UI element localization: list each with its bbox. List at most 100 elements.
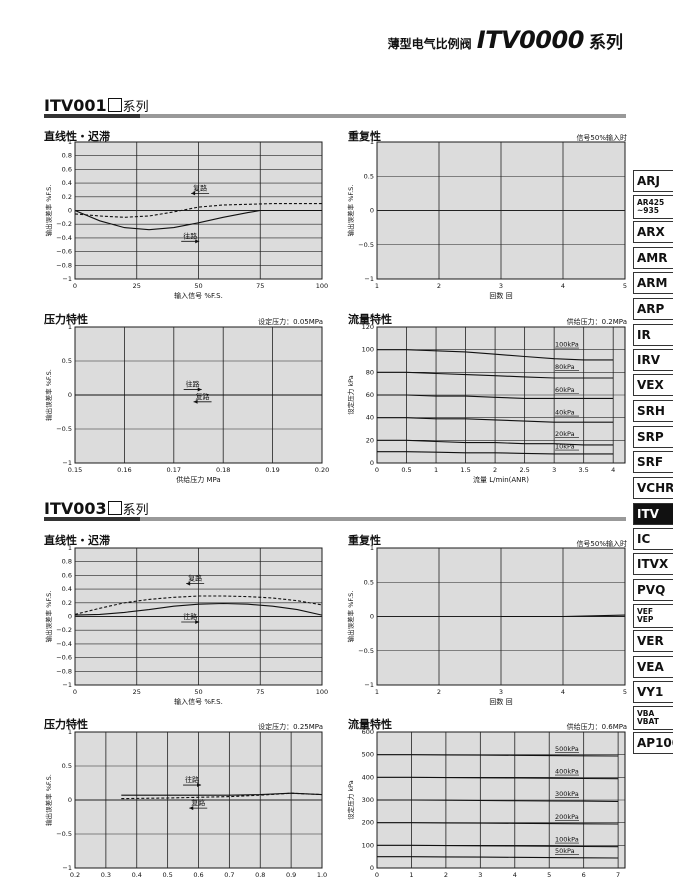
tab-amr[interactable]: AMR [633,247,673,269]
x-tick-label: 50 [194,688,202,696]
x-tick-label: 3 [478,871,482,879]
tab-vy1[interactable]: VY1 [633,681,673,703]
x-tick-label: 1 [375,282,379,290]
x-tick-label: 100 [316,688,328,696]
x-tick-label: 0.20 [315,466,329,474]
chart-condition: 供给压力：0.6MPa [566,723,627,731]
y-tick-label: 0.6 [62,165,72,173]
tab-arp[interactable]: ARP [633,298,673,320]
y-tick-label: −1 [62,681,72,689]
x-tick-label: 5 [623,282,627,290]
y-tick-label: −1 [62,275,72,283]
series-line [377,439,614,446]
tab-arm[interactable]: ARM [633,272,673,294]
annotation-label: 复路 [188,574,202,583]
x-tick-label: 25 [133,282,141,290]
tab-ver[interactable]: VER [633,630,673,652]
tab-srp[interactable]: SRP [633,426,673,448]
series-line [377,844,619,848]
y-tick-label: 0.8 [62,558,72,566]
x-tick-label: 3 [552,466,556,474]
chart-condition: 供给压力：0.2MPa [566,318,627,326]
tab-vchr[interactable]: VCHR [633,477,673,499]
chart-condition: 信号50%输入时 [576,134,627,142]
y-tick-label: 0.5 [62,357,72,365]
y-tick-label: 0 [68,796,72,804]
x-tick-label: 6 [582,871,586,879]
tab-itv[interactable]: ITV [633,503,673,525]
x-tick-label: 0 [73,688,77,696]
y-tick-label: 40 [366,414,374,422]
tab-ic[interactable]: IC [633,528,673,550]
x-axis-label: 回数 回 [489,697,512,706]
chart-condition: 信号50%输入时 [576,540,627,548]
arrow-head-icon [195,619,200,624]
x-tick-label: 0 [73,282,77,290]
x-tick-label: 0.5 [162,871,172,879]
tab-vba[interactable]: VBA VBAT [633,706,673,730]
series-line [121,792,323,796]
y-tick-label: −1 [364,275,374,283]
tab-vef[interactable]: VEF VEP [633,604,673,628]
y-tick-label: −0.8 [56,261,72,269]
blank-box-icon [107,98,122,112]
annotation-label: 往路 [183,231,197,240]
x-axis-label: 输入信号 %F.S. [174,291,223,300]
y-tick-label: 0 [68,207,72,215]
x-tick-label: 4 [513,871,517,879]
line-label: 300kPa [555,790,579,798]
chart-title: 重复性 [348,130,381,143]
y-tick-label: −1 [364,681,374,689]
x-tick-label: 7 [616,871,620,879]
tab-arj[interactable]: ARJ [633,170,673,192]
tab-vea[interactable]: VEA [633,656,673,678]
line-label: 60kPa [555,386,575,394]
x-tick-label: 0.9 [286,871,296,879]
tab-itvx[interactable]: ITVX [633,553,673,575]
y-tick-label: 1 [68,138,72,146]
x-tick-label: 0.15 [68,466,82,474]
y-tick-label: 0.5 [364,172,374,180]
line-label: 40kPa [555,409,575,417]
y-tick-label: 200 [362,819,374,827]
x-tick-label: 75 [256,282,264,290]
x-tick-label: 0.17 [167,466,181,474]
annotation-label: 往路 [186,380,200,389]
x-tick-label: 0.16 [117,466,131,474]
y-axis-label: 输出误差率 %F.S. [346,185,355,237]
tab-ir[interactable]: IR [633,324,673,346]
chart-title: 直线性・迟滞 [44,130,110,143]
section-rule-accent [44,114,140,118]
y-tick-label: 0.4 [62,179,72,187]
x-axis-label: 供给压力 MPa [176,475,220,484]
y-tick-label: 0.2 [62,193,72,201]
y-tick-label: 0.8 [62,152,72,160]
x-tick-label: 0.2 [70,871,80,879]
x-tick-label: 0.3 [101,871,111,879]
tab-vex[interactable]: VEX [633,374,673,396]
arrow-head-icon [186,581,191,586]
y-tick-label: −0.4 [56,640,72,648]
line-label: 100kPa [555,341,579,349]
tab-arx[interactable]: ARX [633,221,673,243]
y-tick-label: −1 [62,864,72,872]
series-line [377,349,614,361]
tab-irv[interactable]: IRV [633,349,673,371]
y-tick-label: 120 [362,323,374,331]
series-line [377,371,614,379]
page-header: 薄型电气比例阀 ITV0000 系列 [388,26,623,54]
line-label: 100kPa [555,836,579,844]
chart-title: 直线性・迟滞 [44,534,110,547]
tab-pvq[interactable]: PVQ [633,579,673,601]
y-tick-label: 0.6 [62,571,72,579]
y-tick-label: 100 [362,841,374,849]
arrow-head-icon [197,387,202,392]
tab-srf[interactable]: SRF [633,451,673,473]
tab-ap100[interactable]: AP100 [633,732,673,754]
line-label: 500kPa [555,745,579,753]
tab-ar425[interactable]: AR425 ~935 [633,195,673,219]
series-line [74,595,323,615]
tab-srh[interactable]: SRH [633,400,673,422]
